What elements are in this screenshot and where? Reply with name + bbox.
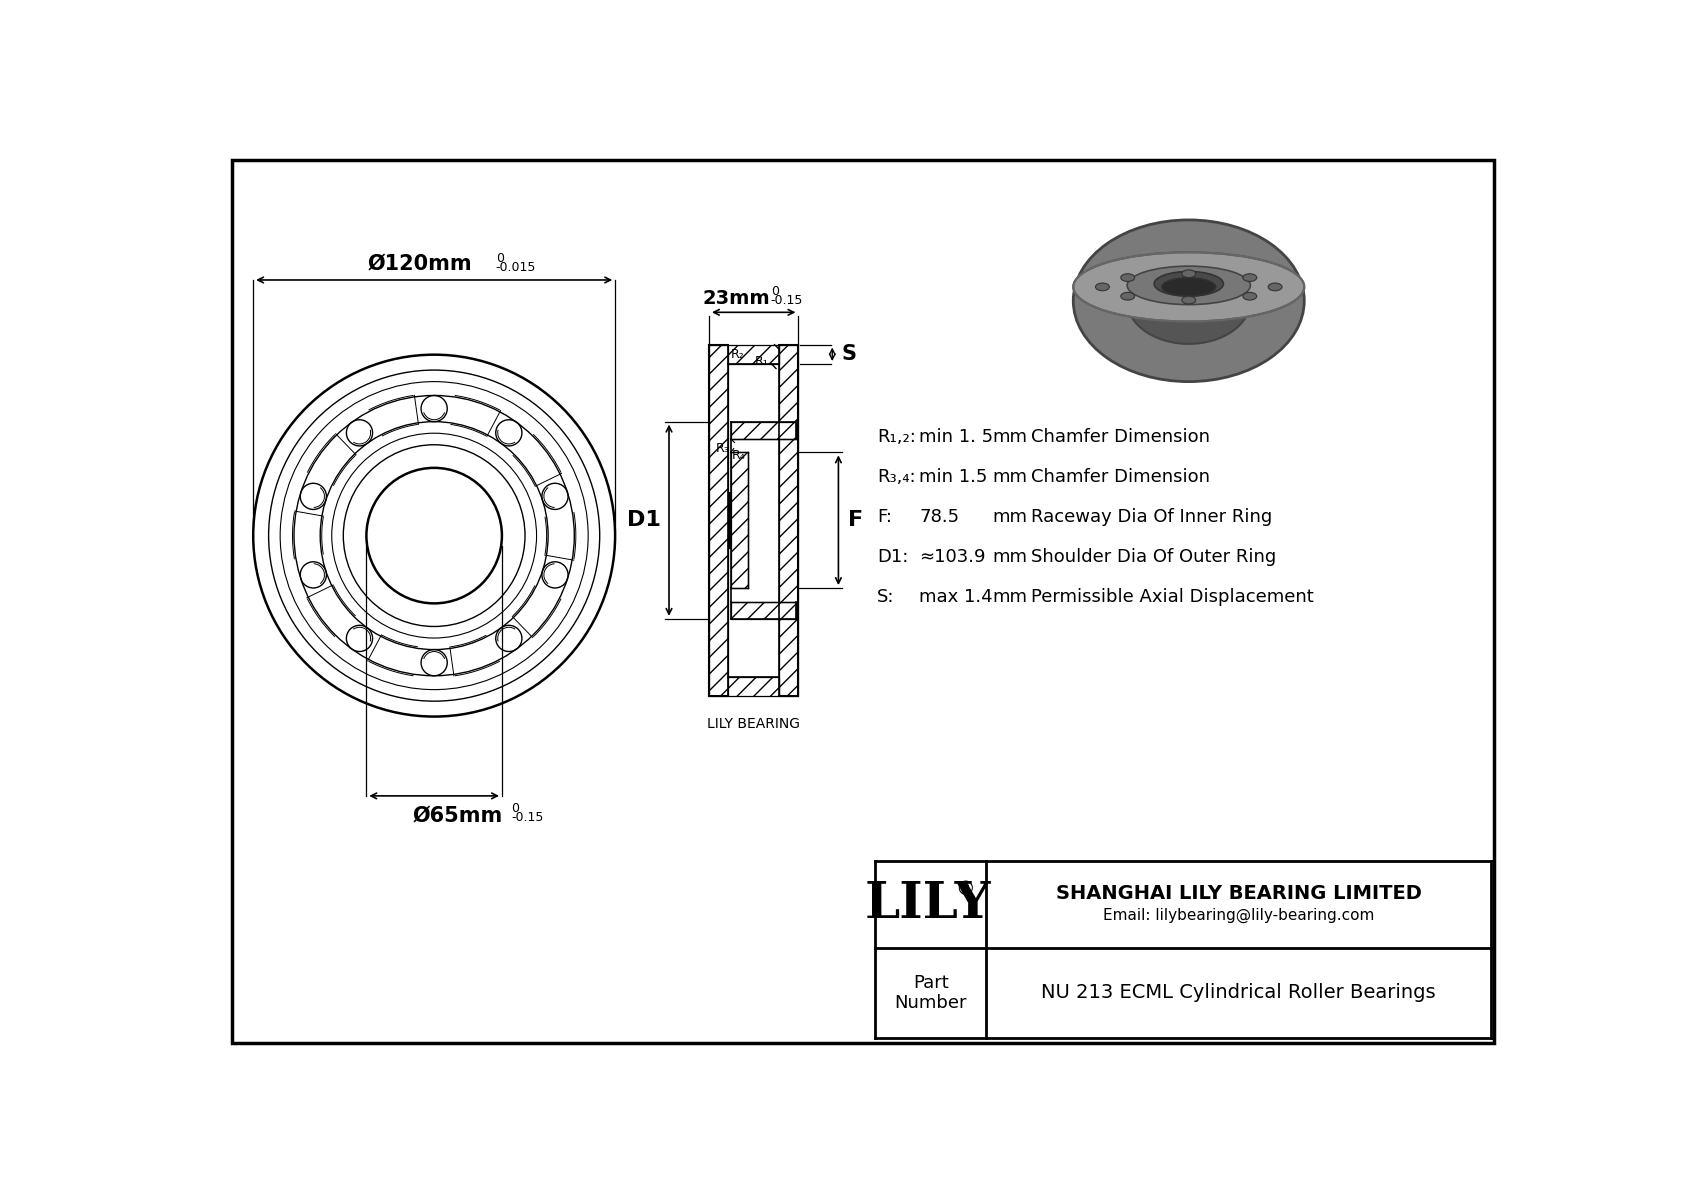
- Ellipse shape: [1096, 283, 1110, 291]
- Text: LILY: LILY: [864, 880, 990, 929]
- Ellipse shape: [1122, 292, 1135, 300]
- Text: Part
Number: Part Number: [894, 973, 967, 1012]
- Text: mm: mm: [992, 468, 1027, 486]
- Text: -0.15: -0.15: [512, 811, 544, 824]
- Text: 78.5: 78.5: [919, 507, 960, 526]
- Ellipse shape: [1243, 292, 1256, 300]
- Text: 0: 0: [512, 802, 519, 815]
- Text: Chamfer Dimension: Chamfer Dimension: [1031, 468, 1209, 486]
- Text: 0: 0: [771, 286, 778, 299]
- Text: Shoulder Dia Of Outer Ring: Shoulder Dia Of Outer Ring: [1031, 548, 1276, 566]
- Ellipse shape: [1162, 278, 1216, 297]
- Text: Raceway Dia Of Inner Ring: Raceway Dia Of Inner Ring: [1031, 507, 1271, 526]
- Bar: [709, 344, 727, 696]
- Text: LILY BEARING: LILY BEARING: [707, 717, 800, 731]
- Text: SHANGHAI LILY BEARING LIMITED: SHANGHAI LILY BEARING LIMITED: [1056, 884, 1421, 903]
- Text: 0: 0: [495, 251, 504, 264]
- Text: 23mm: 23mm: [702, 289, 771, 308]
- Text: max 1.4: max 1.4: [919, 588, 994, 606]
- Text: mm: mm: [992, 507, 1027, 526]
- Text: -0.15: -0.15: [771, 294, 803, 307]
- Bar: [731, 422, 797, 438]
- Bar: [731, 601, 797, 619]
- Text: ®: ®: [955, 879, 975, 898]
- Ellipse shape: [1154, 272, 1223, 297]
- Ellipse shape: [1182, 297, 1196, 304]
- Text: R₃,₄:: R₃,₄:: [877, 468, 916, 486]
- Text: R₂: R₂: [731, 348, 744, 361]
- Ellipse shape: [1182, 270, 1196, 278]
- Ellipse shape: [1073, 252, 1305, 322]
- Bar: [780, 344, 798, 696]
- Text: min 1.5: min 1.5: [919, 468, 987, 486]
- Text: mm: mm: [992, 428, 1027, 445]
- Text: R₁: R₁: [754, 355, 770, 368]
- Text: S:: S:: [877, 588, 894, 606]
- Text: NU 213 ECML Cylindrical Roller Bearings: NU 213 ECML Cylindrical Roller Bearings: [1041, 984, 1436, 1003]
- Text: Email: lilybearing@lily-bearing.com: Email: lilybearing@lily-bearing.com: [1103, 908, 1374, 923]
- Text: mm: mm: [992, 588, 1027, 606]
- Text: min 1. 5: min 1. 5: [919, 428, 994, 445]
- Ellipse shape: [1127, 266, 1250, 305]
- Text: ≈103.9: ≈103.9: [919, 548, 985, 566]
- Text: S: S: [842, 344, 857, 364]
- Bar: [731, 453, 748, 588]
- Text: R₄: R₄: [733, 449, 746, 462]
- Text: F: F: [847, 510, 862, 530]
- Text: Permissible Axial Displacement: Permissible Axial Displacement: [1031, 588, 1314, 606]
- Text: R₃: R₃: [716, 442, 729, 455]
- Text: F:: F:: [877, 507, 893, 526]
- Bar: [727, 676, 780, 696]
- Ellipse shape: [1073, 220, 1305, 381]
- Text: R₁,₂:: R₁,₂:: [877, 428, 916, 445]
- Ellipse shape: [1122, 274, 1135, 281]
- Ellipse shape: [1268, 283, 1282, 291]
- Bar: [727, 344, 780, 364]
- Text: -0.015: -0.015: [495, 261, 536, 274]
- Text: D1:: D1:: [877, 548, 908, 566]
- Text: Chamfer Dimension: Chamfer Dimension: [1031, 428, 1209, 445]
- Text: Ø120mm: Ø120mm: [369, 254, 473, 274]
- Ellipse shape: [1243, 274, 1256, 281]
- Text: Ø65mm: Ø65mm: [413, 805, 502, 825]
- Text: D1: D1: [628, 510, 662, 530]
- Ellipse shape: [1127, 257, 1250, 344]
- Text: mm: mm: [992, 548, 1027, 566]
